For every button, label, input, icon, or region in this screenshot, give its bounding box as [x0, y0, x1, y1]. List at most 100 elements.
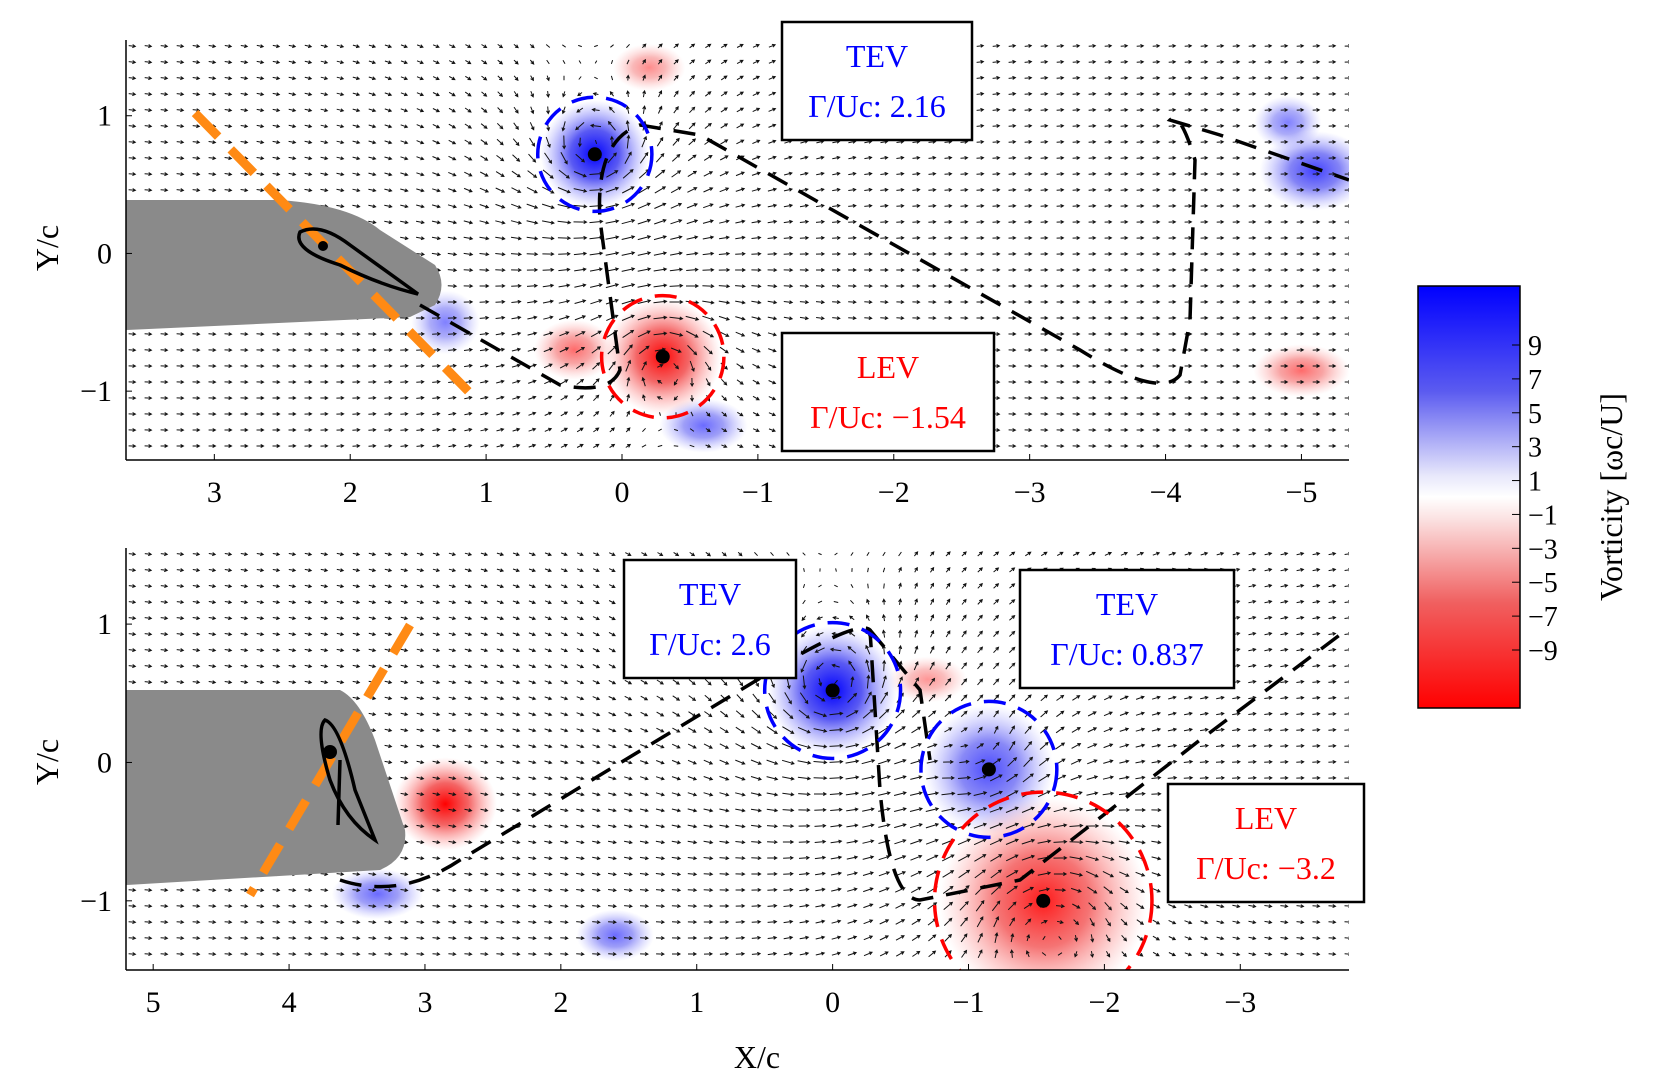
top-panel: 3 2 1 0 −1 −2 −3 −4 −5 1 0 −1 Y/c TEV Γ/Uc: 2.16 LEV…: [29, 20, 1349, 509]
top-vorticity-patch: [612, 43, 686, 92]
top-y-tick-labels: 1 0 −1: [80, 100, 132, 408]
y-tick-label: 1: [97, 100, 112, 133]
top-lev-label-box-2: LEV Γ/Uc: −1.54: [780, 331, 996, 453]
y-tick-label: 0: [97, 237, 112, 270]
bottom-airfoil: [319, 717, 379, 845]
top-vortex-labels: TEV Γ/Uc: 2.16 LEV Γ/Uc: −1.54: [780, 20, 996, 453]
top-wake-line-1: [419, 116, 1349, 390]
colorbar-tick-label: 1: [1528, 467, 1542, 498]
vortex-type-label: LEV: [1235, 800, 1297, 836]
bottom-x-axis-label: X/c: [734, 1039, 780, 1074]
y-tick-label: −1: [80, 375, 112, 408]
vortex-circulation-label: Γ/Uc: 0.837: [1050, 636, 1204, 672]
y-tick-label: 1: [97, 608, 112, 641]
x-tick-label: −2: [1088, 986, 1120, 1019]
top-vortex-center-1: [587, 147, 602, 162]
bottom-y-axis-label: Y/c: [29, 739, 65, 785]
colorbar-tick-label: 5: [1528, 399, 1542, 430]
vortex-circulation-label: Γ/Uc: −1.54: [810, 399, 966, 435]
x-tick-label: 3: [207, 476, 222, 509]
vortex-type-label: TEV: [679, 576, 741, 612]
x-tick-label: 1: [689, 986, 704, 1019]
bottom-wake-line-2: [868, 628, 932, 761]
top-vortex-boundary-1: [535, 95, 654, 214]
x-tick-label: −5: [1285, 476, 1317, 509]
colorbar-tick-label: −5: [1528, 568, 1558, 599]
top-shadow-region: [126, 200, 442, 330]
quiver-arrows: [128, 43, 1349, 449]
colorbar-tick-label: 9: [1528, 331, 1542, 362]
bottom-vortex-center-1: [825, 683, 840, 698]
colorbar-gradient: [1417, 285, 1521, 709]
x-tick-label: 0: [825, 986, 840, 1019]
x-tick-label: 3: [417, 986, 432, 1019]
x-tick-label: 5: [146, 986, 161, 1019]
top-vorticity-patch: [659, 398, 748, 453]
vortex-circulation-label: Γ/Uc: 2.16: [808, 88, 946, 124]
top-orange-line: [191, 109, 474, 397]
x-tick-label: 4: [282, 986, 297, 1019]
bottom-orange-line: [246, 622, 414, 898]
bottom-vorticity-field: [128, 551, 1349, 970]
bottom-vortex-core-3: [940, 797, 1147, 970]
bottom-y-tick-labels: 1 0 −1: [80, 608, 132, 918]
colorbar-tick-label: −9: [1528, 636, 1558, 667]
colorbar-tick-label: 3: [1528, 433, 1542, 464]
colorbar-label: Vorticity [ωc/U]: [1593, 393, 1629, 601]
vortex-type-label: TEV: [846, 38, 908, 74]
bottom-airfoil-pivot: [323, 745, 337, 759]
top-overlay: [126, 95, 1349, 420]
vortex-circulation-label: Γ/Uc: 2.6: [649, 626, 771, 662]
top-vorticity-patch: [1259, 131, 1349, 211]
top-velocity-vectors: [128, 43, 1349, 449]
label-box-frame: [1166, 782, 1366, 904]
top-airfoil-pivot: [318, 241, 328, 251]
top-vorticity-patch: [1253, 344, 1349, 397]
top-x-tick-labels: 3 2 1 0 −1 −2 −3 −4 −5: [207, 454, 1317, 509]
label-box-frame: [780, 331, 996, 453]
bottom-vortex-boundary-3: [932, 790, 1154, 970]
bottom-tev-label-box-1: TEV Γ/Uc: 2.6: [622, 558, 798, 680]
bottom-x-tick-labels: 5 4 3 2 1 0 −1 −2 −3: [146, 964, 1256, 1019]
x-tick-label: −1: [953, 986, 985, 1019]
bottom-lev-label-box-3: LEV Γ/Uc: −3.2: [1166, 782, 1366, 904]
bottom-vorticity-patch: [331, 868, 424, 920]
x-tick-label: −1: [742, 476, 774, 509]
bottom-overlay: [126, 620, 1349, 970]
top-vortex-boundary-2: [599, 293, 726, 420]
bottom-vorticity-patch: [393, 757, 497, 851]
bottom-tev-label-box-2: TEV Γ/Uc: 0.837: [1018, 568, 1236, 690]
x-tick-label: 2: [343, 476, 358, 509]
bottom-shadow-region: [126, 690, 406, 885]
label-box-frame: [622, 558, 798, 680]
vortex-type-label: TEV: [1096, 586, 1158, 622]
x-tick-label: 2: [553, 986, 568, 1019]
colorbar-tick-label: −1: [1528, 500, 1558, 531]
bottom-vortex-center-2: [981, 762, 996, 777]
colorbar-tick-label: −3: [1528, 534, 1558, 565]
bottom-vortex-boundary-2: [919, 699, 1059, 840]
top-vortex-center-2: [655, 349, 670, 364]
vortex-type-label: LEV: [857, 349, 919, 385]
label-box-frame: [1018, 568, 1236, 690]
bottom-airfoil-tail: [336, 759, 342, 826]
x-tick-label: −3: [1224, 986, 1256, 1019]
y-tick-label: 0: [97, 746, 112, 779]
top-y-axis-label: Y/c: [29, 225, 65, 271]
top-vorticity-patch: [1254, 95, 1322, 150]
label-box-frame: [780, 20, 974, 142]
x-tick-label: −2: [878, 476, 910, 509]
x-tick-label: 0: [614, 476, 629, 509]
y-tick-label: −1: [80, 885, 112, 918]
bottom-vorticity-patch: [576, 909, 654, 962]
colorbar-tick-label: 7: [1528, 365, 1542, 396]
bottom-vortex-center-3: [1036, 893, 1051, 908]
vortex-circulation-label: Γ/Uc: −3.2: [1196, 850, 1336, 886]
colorbar-tick-label: −7: [1528, 602, 1558, 633]
bottom-vorticity-patch: [888, 656, 967, 703]
x-tick-label: 1: [479, 476, 494, 509]
bottom-vortex-boundary-1: [762, 620, 903, 761]
